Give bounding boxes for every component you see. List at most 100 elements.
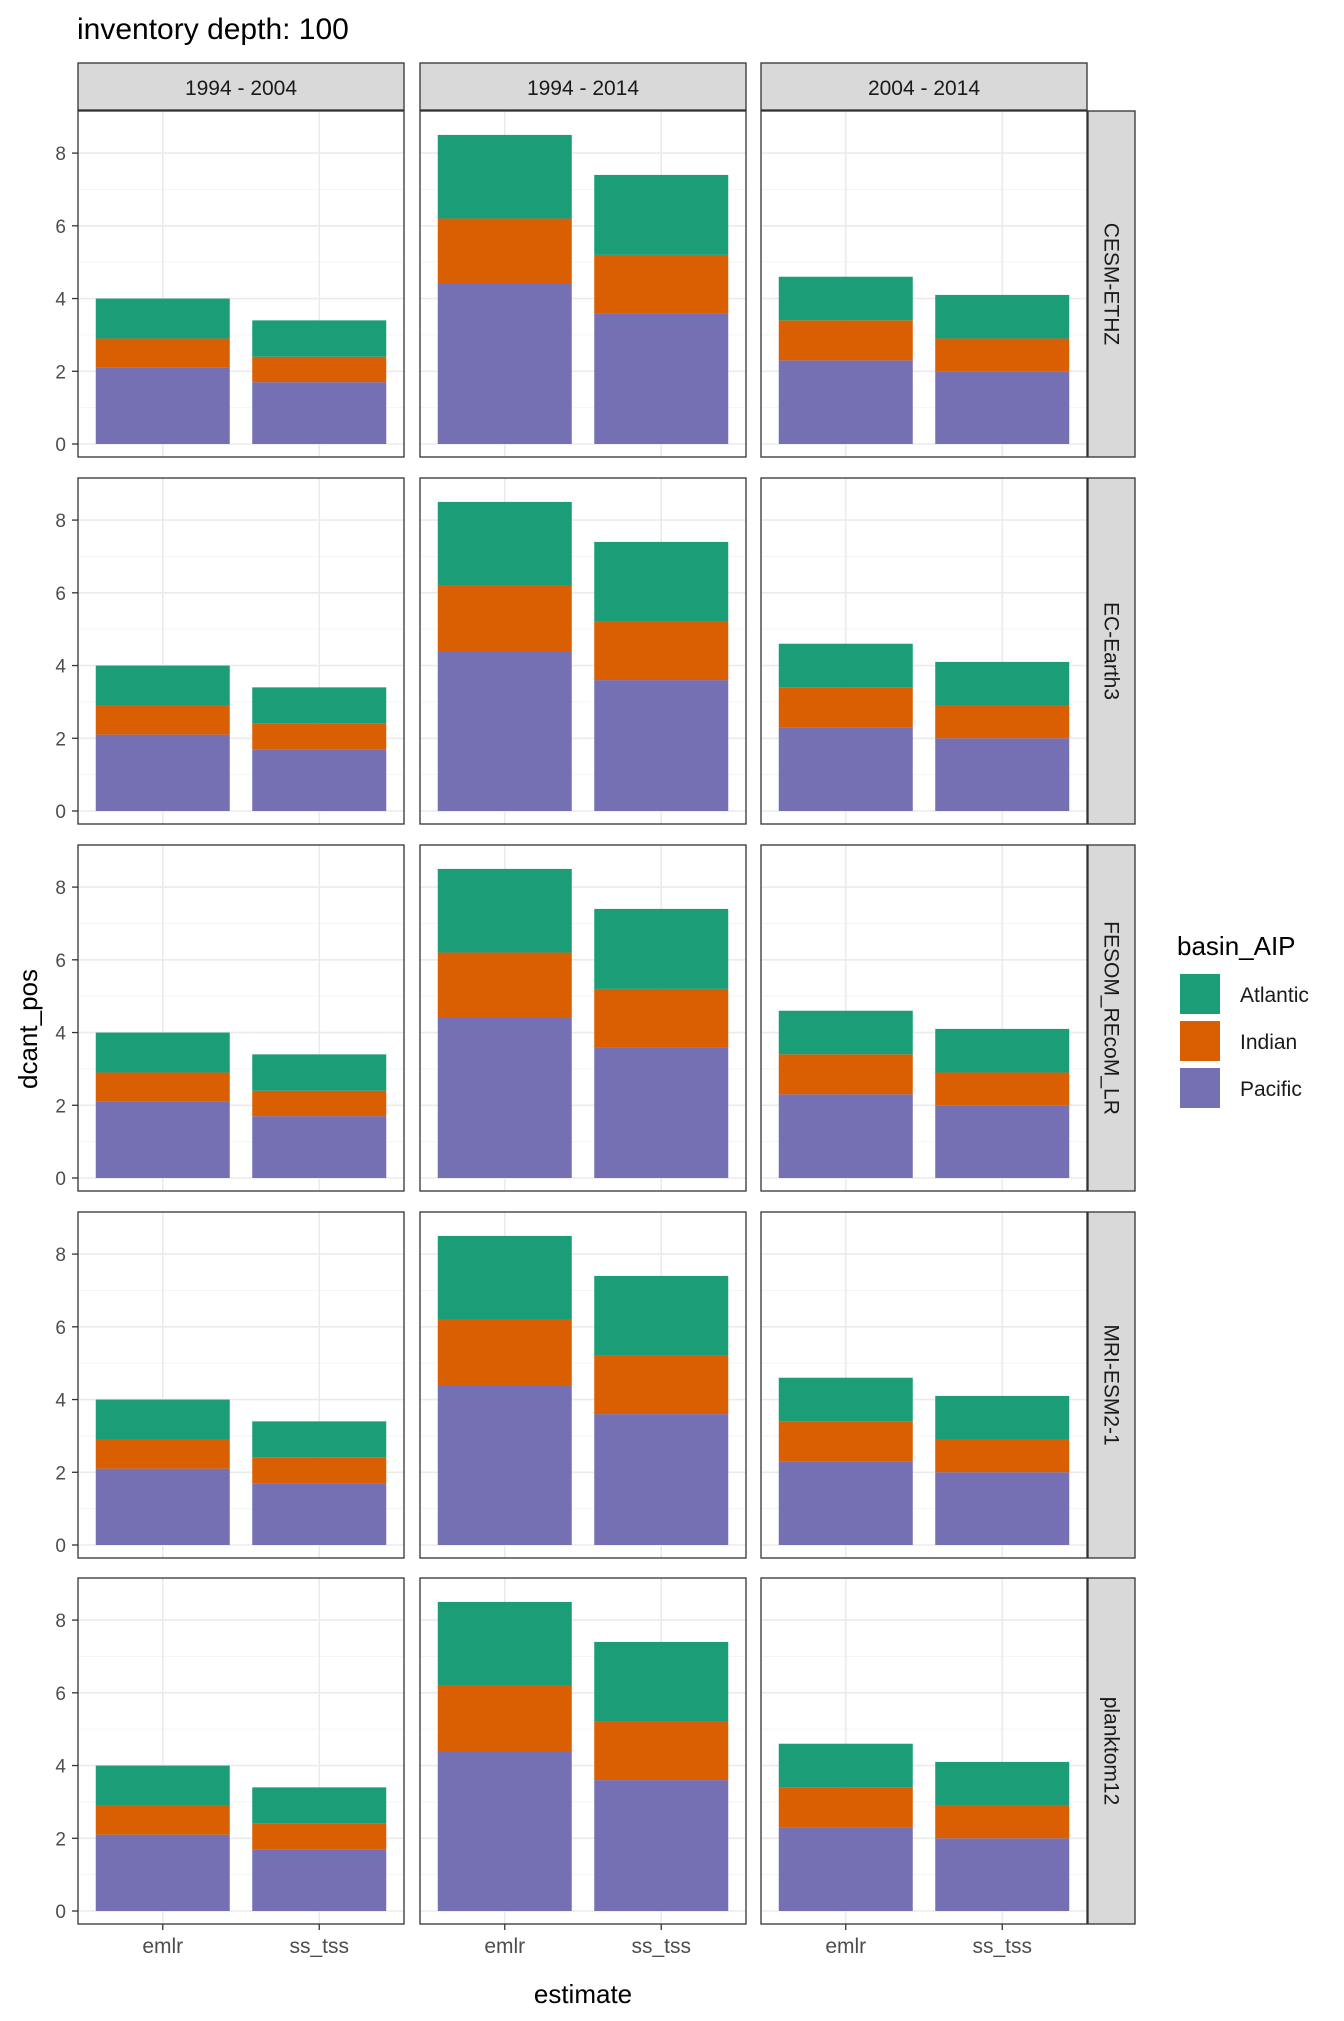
chart-title: inventory depth: 100: [77, 13, 349, 46]
y-tick-label: 2: [55, 362, 66, 383]
bar-segment-indian: [778, 687, 913, 728]
panel-border: [760, 110, 1088, 458]
strip-background: [1087, 1577, 1136, 1925]
bar-segment-pacific: [437, 284, 572, 444]
y-tick-label: 6: [55, 584, 66, 605]
bar-segment-atlantic: [778, 643, 913, 688]
x-tick-label: ss_tss: [289, 1935, 349, 1958]
bar-segment-pacific: [95, 367, 230, 444]
bar-segment-atlantic: [95, 1765, 230, 1806]
bar-segment-atlantic: [935, 1028, 1070, 1073]
bar-segment-pacific: [437, 651, 572, 811]
bar-segment-atlantic: [437, 501, 572, 586]
bar-segment-indian: [935, 338, 1070, 372]
bar-segment-indian: [935, 705, 1070, 739]
legend-key-indian: [1180, 1021, 1220, 1061]
bar-segment-pacific: [935, 738, 1070, 811]
bar-segment-pacific: [778, 1461, 913, 1545]
bar-segment-atlantic: [437, 1235, 572, 1320]
y-tick-label: 6: [55, 951, 66, 972]
bar-segment-atlantic: [778, 276, 913, 321]
legend-label: Indian: [1240, 1031, 1297, 1054]
strip-background: [1087, 844, 1136, 1192]
bar-segment-pacific: [252, 1849, 387, 1911]
bar-segment-atlantic: [594, 1275, 729, 1356]
facet-strip-column: 1994 - 2014: [419, 62, 747, 111]
legend-key-pacific: [1180, 1068, 1220, 1108]
bar-segment-indian: [778, 320, 913, 361]
bar-segment-atlantic: [252, 1421, 387, 1458]
legend-item: Indian: [1180, 1021, 1297, 1061]
bar-segment-pacific: [778, 727, 913, 811]
bar-segment-atlantic: [252, 1054, 387, 1091]
panel-border: [760, 477, 1088, 825]
bar-segment-pacific: [252, 1116, 387, 1178]
strip-background: [1087, 1211, 1136, 1559]
bar-segment-atlantic: [594, 541, 729, 622]
panel-border: [419, 1211, 747, 1559]
strip-label: 1994 - 2014: [527, 77, 639, 100]
facet-panels: 1994 - 2004 1994 - 2014 2004 - 2014 CESM-ET…: [55, 62, 1136, 1958]
x-tick-label: ss_tss: [972, 1935, 1032, 1958]
bar-segment-indian: [252, 1823, 387, 1850]
bar-segment-pacific: [252, 382, 387, 444]
x-tick-label: ss_tss: [631, 1935, 691, 1958]
facet-panel: 0 2 4 6 8: [55, 844, 405, 1192]
bar-segment-indian: [778, 1054, 913, 1095]
bar-segment-atlantic: [437, 1601, 572, 1686]
facet-strip-row: CESM-ETHZ: [1087, 110, 1136, 458]
bar-segment-indian: [95, 338, 230, 368]
bar-segment-pacific: [778, 1827, 913, 1911]
bar-segment-indian: [252, 1457, 387, 1484]
strip-background: [1087, 110, 1136, 458]
panel-border: [760, 1577, 1088, 1925]
facet-panel: [419, 110, 747, 458]
strip-label: 2004 - 2014: [868, 77, 980, 100]
y-tick-label: 2: [55, 1096, 66, 1117]
bar-segment-atlantic: [594, 908, 729, 989]
y-tick-label: 8: [55, 144, 66, 165]
y-tick-label: 2: [55, 729, 66, 750]
x-tick-label: emlr: [825, 1935, 866, 1958]
bar-segment-atlantic: [437, 868, 572, 953]
bar-segment-indian: [95, 705, 230, 735]
bar-segment-pacific: [778, 360, 913, 444]
bar-segment-atlantic: [95, 665, 230, 706]
panel-border: [77, 477, 405, 825]
bar-segment-pacific: [935, 371, 1070, 444]
y-tick-label: 0: [55, 1902, 66, 1923]
panel-border: [760, 1211, 1088, 1559]
bar-segment-indian: [437, 585, 572, 651]
bar-segment-atlantic: [778, 1010, 913, 1055]
strip-label: CESM-ETHZ: [1100, 223, 1123, 346]
strip-background: [1087, 477, 1136, 825]
facet-strip-row: FESOM_REcoM_LR: [1087, 844, 1136, 1192]
facet-panel: [419, 477, 747, 825]
bar-segment-indian: [594, 1721, 729, 1781]
legend: basin_AIP Atlantic Indian Pacific: [1177, 931, 1309, 1108]
bar-segment-indian: [594, 1355, 729, 1415]
facet-panel: [760, 1211, 1088, 1559]
bar-segment-pacific: [95, 734, 230, 811]
bar-segment-atlantic: [252, 687, 387, 724]
legend-title: basin_AIP: [1177, 931, 1296, 961]
facet-panel: [760, 110, 1088, 458]
y-tick-label: 8: [55, 1611, 66, 1632]
y-tick-label: 6: [55, 1318, 66, 1339]
bar-segment-indian: [935, 1805, 1070, 1839]
facet-panel: [419, 1211, 747, 1559]
y-tick-label: 6: [55, 217, 66, 238]
panel-border: [419, 844, 747, 1192]
y-tick-label: 8: [55, 1245, 66, 1266]
bar-segment-pacific: [437, 1018, 572, 1178]
y-tick-label: 2: [55, 1829, 66, 1850]
bar-segment-pacific: [935, 1472, 1070, 1545]
bar-segment-atlantic: [935, 1395, 1070, 1440]
y-tick-label: 8: [55, 511, 66, 532]
x-tick-label: emlr: [484, 1935, 525, 1958]
bar-segment-indian: [437, 952, 572, 1018]
bar-segment-indian: [778, 1787, 913, 1828]
bar-segment-pacific: [935, 1105, 1070, 1178]
panel-border: [77, 1211, 405, 1559]
